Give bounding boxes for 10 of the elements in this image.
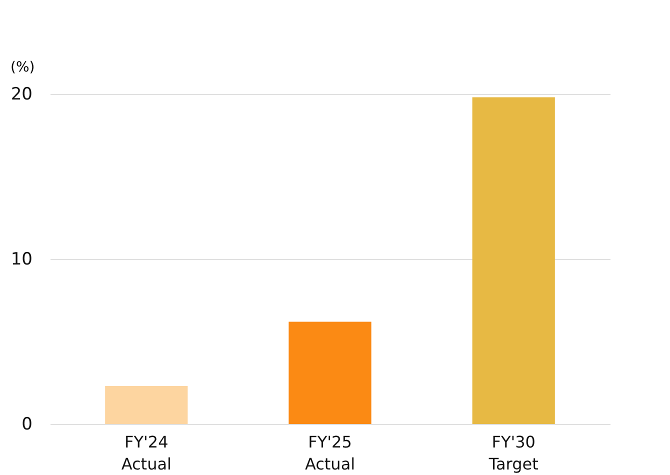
y-tick-label: 0 xyxy=(22,414,32,434)
bar xyxy=(472,97,555,424)
x-tick-label: FY'30 Target xyxy=(488,432,538,474)
x-tick-label: FY'25 Actual xyxy=(304,432,356,474)
y-axis-title: (%) xyxy=(10,60,35,76)
y-tick-label: 10 xyxy=(10,250,32,270)
bar xyxy=(105,386,188,424)
bar xyxy=(288,322,372,424)
y-tick-label: 20 xyxy=(10,84,32,104)
x-tick-label: FY'24 Actual xyxy=(121,432,172,474)
